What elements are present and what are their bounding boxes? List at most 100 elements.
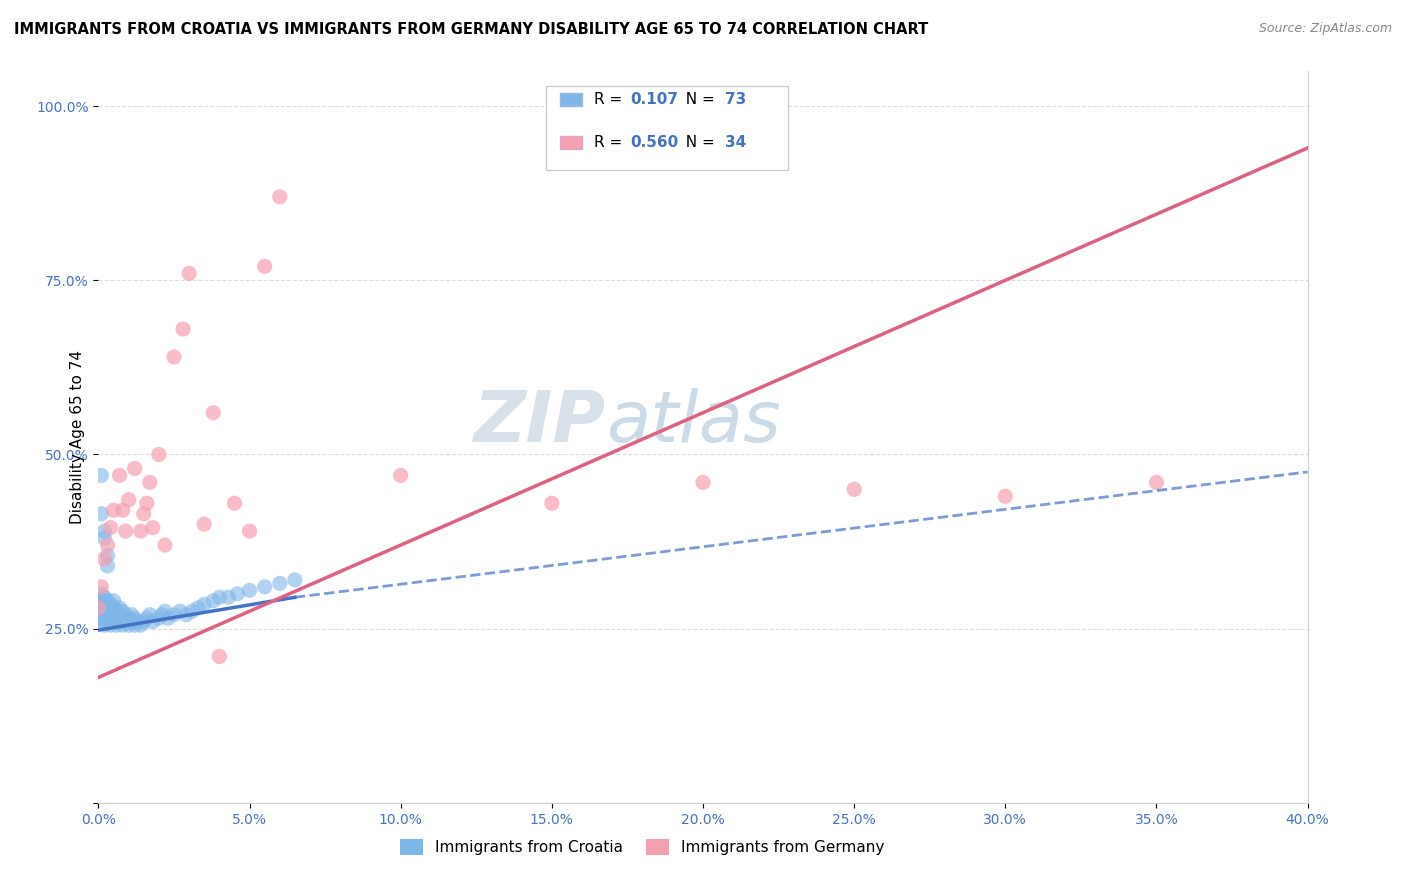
Point — [124, 611, 146, 625]
Point — [90, 607, 112, 622]
Point — [844, 483, 866, 497]
Point — [108, 607, 131, 622]
Point — [124, 618, 146, 632]
Point — [208, 591, 231, 605]
Point — [239, 583, 262, 598]
Point — [93, 591, 115, 605]
Point — [124, 461, 146, 475]
Point — [108, 615, 131, 629]
Point — [148, 448, 170, 462]
Point — [135, 496, 157, 510]
Point — [87, 600, 110, 615]
Y-axis label: Disability Age 65 to 74: Disability Age 65 to 74 — [69, 350, 84, 524]
FancyBboxPatch shape — [546, 86, 787, 170]
Text: 73: 73 — [724, 93, 747, 107]
Point — [90, 600, 112, 615]
Point — [179, 266, 201, 280]
Point — [132, 615, 155, 629]
Bar — [561, 94, 582, 106]
Point — [96, 615, 118, 629]
Point — [90, 615, 112, 629]
Point — [226, 587, 249, 601]
Point — [142, 615, 165, 629]
Point — [93, 552, 115, 566]
Text: Source: ZipAtlas.com: Source: ZipAtlas.com — [1258, 22, 1392, 36]
Point — [156, 611, 179, 625]
Point — [111, 503, 134, 517]
Point — [129, 618, 152, 632]
Point — [114, 524, 136, 538]
Point — [90, 580, 112, 594]
Text: IMMIGRANTS FROM CROATIA VS IMMIGRANTS FROM GERMANY DISABILITY AGE 65 TO 74 CORRE: IMMIGRANTS FROM CROATIA VS IMMIGRANTS FR… — [14, 22, 928, 37]
Point — [540, 496, 562, 510]
Point — [105, 604, 128, 618]
Point — [100, 604, 122, 618]
Point — [148, 611, 170, 625]
Text: 0.560: 0.560 — [630, 135, 679, 150]
Point — [90, 594, 112, 608]
Point — [103, 600, 125, 615]
Point — [153, 604, 176, 618]
Point — [224, 496, 246, 510]
Point — [150, 607, 173, 622]
Point — [389, 468, 412, 483]
Text: R =: R = — [595, 135, 627, 150]
Point — [103, 607, 125, 622]
Point — [103, 615, 125, 629]
Point — [142, 521, 165, 535]
Point — [96, 607, 118, 622]
Text: ZIP: ZIP — [474, 388, 606, 457]
Point — [96, 549, 118, 563]
Point — [239, 524, 262, 538]
Point — [217, 591, 239, 605]
Point — [100, 521, 122, 535]
Point — [994, 489, 1017, 503]
Point — [108, 600, 131, 615]
Point — [253, 260, 276, 274]
Point — [93, 618, 115, 632]
Point — [202, 594, 225, 608]
Point — [174, 607, 197, 622]
Point — [93, 524, 115, 538]
Point — [96, 594, 118, 608]
Point — [253, 580, 276, 594]
Point — [93, 611, 115, 625]
Point — [90, 468, 112, 483]
Point — [118, 611, 141, 625]
Point — [111, 604, 134, 618]
Point — [1144, 475, 1167, 490]
Point — [139, 475, 162, 490]
Point — [90, 587, 112, 601]
Point — [169, 604, 191, 618]
Point — [692, 475, 714, 490]
Point — [100, 611, 122, 625]
Point — [87, 611, 110, 625]
Point — [269, 576, 291, 591]
Point — [96, 600, 118, 615]
Point — [163, 607, 186, 622]
Point — [111, 611, 134, 625]
Point — [121, 607, 143, 622]
Point — [172, 322, 194, 336]
Text: N =: N = — [676, 93, 720, 107]
Point — [132, 507, 155, 521]
Point — [87, 597, 110, 611]
Bar — [561, 136, 582, 149]
Point — [153, 538, 176, 552]
Point — [193, 597, 215, 611]
Point — [114, 615, 136, 629]
Point — [284, 573, 307, 587]
Point — [163, 350, 186, 364]
Point — [103, 503, 125, 517]
Point — [139, 607, 162, 622]
Point — [103, 594, 125, 608]
Point — [87, 604, 110, 618]
Text: atlas: atlas — [606, 388, 780, 457]
Text: 34: 34 — [724, 135, 747, 150]
Point — [111, 618, 134, 632]
Point — [269, 190, 291, 204]
Point — [127, 615, 149, 629]
Point — [90, 604, 112, 618]
Point — [105, 611, 128, 625]
Point — [202, 406, 225, 420]
